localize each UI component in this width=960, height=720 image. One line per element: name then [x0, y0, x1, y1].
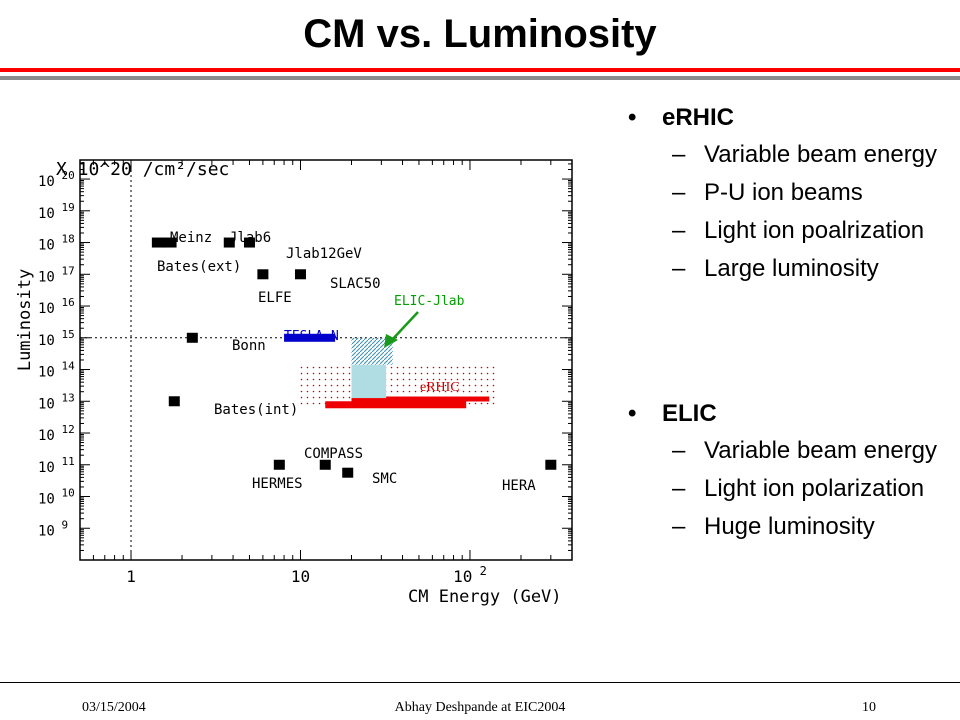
bullet-item: – P-U ion beams	[620, 178, 960, 208]
facility-label: Meinz	[170, 230, 212, 246]
facility-marker	[342, 467, 354, 478]
facility-label: COMPASS	[304, 446, 363, 462]
dash-glyph: –	[672, 475, 686, 502]
y-tick-label: 10 18	[38, 233, 75, 254]
bullet-item-text: Light ion poalrization	[704, 217, 925, 244]
erhic-bar	[325, 401, 467, 409]
bullet-item-text: P-U ion beams	[704, 179, 863, 206]
footer-author: Abhay Deshpande at EIC2004	[394, 700, 566, 715]
facility-marker	[545, 459, 557, 470]
bullet-item: – Light ion polarization	[620, 474, 960, 504]
y-tick-label: 10 10	[38, 487, 75, 508]
bullet-heading-text: eRHIC	[662, 104, 735, 131]
title-divider-gray	[0, 76, 960, 80]
y-tick-label: 10 16	[38, 296, 75, 317]
y-tick-label: 10 19	[38, 201, 75, 222]
y-tick-label: 10 15	[38, 328, 75, 349]
elic-label: ELIC-Jlab	[394, 294, 465, 309]
facility-marker	[243, 237, 255, 248]
bullet-item-text: Huge luminosity	[704, 513, 875, 540]
facility-label: Jlab12GeV	[286, 246, 362, 262]
bullet-item: – Light ion poalrization	[620, 216, 960, 246]
facility-marker	[186, 332, 198, 343]
bullet-item: – Huge luminosity	[620, 512, 960, 542]
facility-label: HERMES	[252, 476, 303, 492]
bullet-item-text: Variable beam energy	[704, 437, 938, 464]
facility-marker	[223, 237, 235, 248]
facility-label: Bates(int)	[214, 402, 298, 418]
plot-frame	[79, 159, 573, 561]
facility-label: Bonn	[232, 338, 266, 354]
facility-label: Bates(ext)	[157, 259, 241, 275]
dash-glyph: –	[672, 437, 686, 464]
elic-fill-region	[351, 364, 387, 399]
bullet-item-text: Large luminosity	[704, 255, 879, 282]
facility-marker	[163, 237, 177, 248]
tesla-bar	[284, 333, 336, 342]
elic-arrow-head	[384, 334, 398, 348]
footer-divider	[0, 682, 960, 683]
y-tick-label: 10 11	[38, 455, 75, 476]
bullet-glyph: •	[628, 104, 637, 131]
y-tick-label: 10 20	[38, 169, 75, 190]
luminosity-chart: 10 20 10 19 10 18 10 17 10 16 10 15 10 14 10 13…	[15, 159, 573, 607]
facility-marker	[151, 237, 165, 248]
y-tick-label: 10 14	[38, 360, 75, 381]
y-tick-label: 10 9	[38, 518, 68, 539]
bullet-item-text: Light ion polarization	[704, 475, 925, 502]
facility-marker	[294, 269, 306, 280]
spacer	[620, 292, 960, 396]
facility-marker	[319, 459, 331, 470]
bullet-item: – Variable beam energy	[620, 436, 960, 466]
bullet-item-text: Variable beam energy	[704, 141, 938, 168]
x-tick-label: 10 2	[453, 564, 487, 586]
bullet-heading-text: ELIC	[662, 400, 717, 427]
bullet-glyph: •	[628, 400, 637, 427]
bullet-item: – Variable beam energy	[620, 140, 960, 170]
erhic-bar	[351, 396, 490, 402]
facility-marker	[168, 396, 180, 407]
y-tick-label: 10 17	[38, 264, 75, 285]
x-axis-label: CM Energy (GeV)	[408, 587, 562, 607]
x-tick-label: 1	[126, 567, 136, 586]
slide-title: CM vs. Luminosity	[303, 12, 657, 56]
x-tick-label: 10	[291, 567, 310, 586]
facility-label: ELFE	[258, 290, 292, 306]
facility-label: HERA	[502, 478, 536, 494]
y-tick-label: 10 12	[38, 423, 75, 444]
dash-glyph: –	[672, 513, 686, 540]
y-axis-label: Luminosity	[15, 269, 35, 371]
footer-page-number: 10	[862, 700, 876, 715]
facility-marker	[273, 459, 285, 470]
bullet-list: • eRHIC – Variable beam energy – P-U ion be…	[620, 100, 960, 550]
dash-glyph: –	[672, 179, 686, 206]
y-tick-label: 10 13	[38, 391, 75, 412]
bullet-item: – Large luminosity	[620, 254, 960, 284]
facility-label: SLAC50	[330, 276, 381, 292]
bullet-heading-elic: • ELIC	[620, 396, 960, 436]
bullet-heading-erhic: • eRHIC	[620, 100, 960, 140]
tesla-label: TESLA-N	[284, 329, 339, 344]
elic-arrow-line	[389, 311, 419, 343]
footer-date: 03/15/2004	[82, 700, 146, 715]
dash-glyph: –	[672, 141, 686, 168]
dash-glyph: –	[672, 255, 686, 282]
facility-label: SMC	[372, 471, 397, 487]
units-label: X 10^20 /cm²/sec	[56, 159, 229, 180]
dash-glyph: –	[672, 217, 686, 244]
erhic-label: eRHIC	[420, 380, 460, 395]
title-divider-red	[0, 68, 960, 72]
facility-marker	[257, 269, 269, 280]
